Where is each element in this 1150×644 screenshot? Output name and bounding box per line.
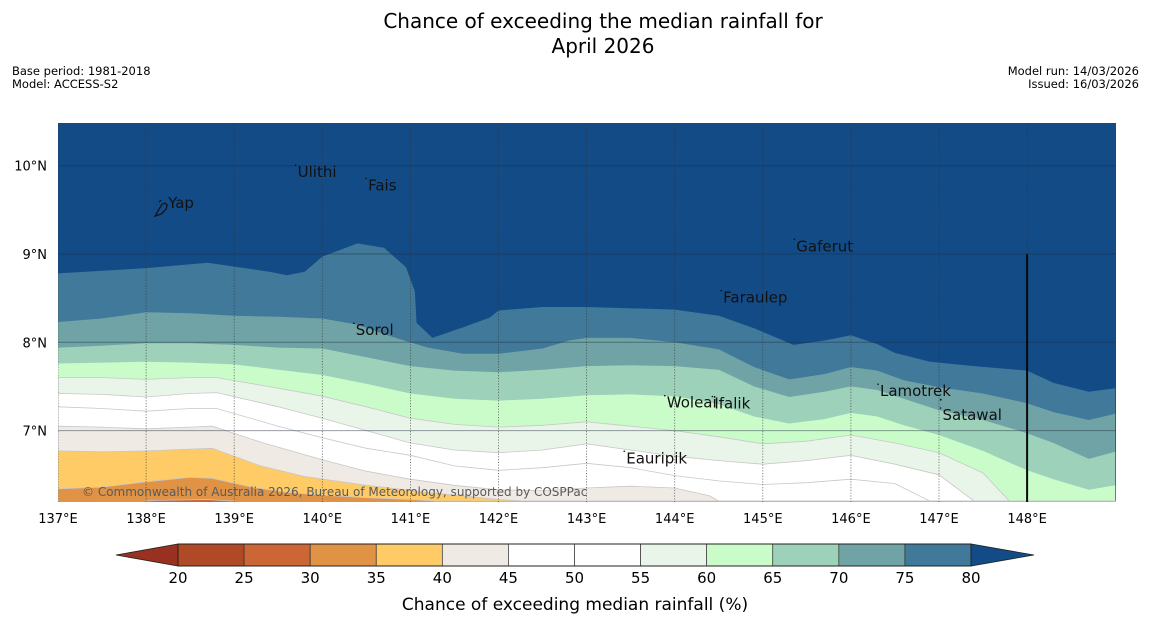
place-satawal: Satawal: [939, 406, 1002, 424]
island-marker: [365, 177, 367, 180]
island-marker: [711, 395, 714, 398]
colorbar-tick-label: 65: [763, 569, 782, 587]
place-ifalik: Ifalik: [711, 395, 751, 413]
island-marker: [352, 322, 355, 325]
place-eauripik: Eauripik: [623, 449, 687, 467]
place-sorol: Sorol: [352, 321, 394, 339]
contour-band-25-30: [145, 499, 235, 502]
lon-tick-label: 144°E: [655, 512, 695, 527]
lon-tick-label: 139°E: [214, 512, 254, 527]
place-label: Yap: [167, 194, 194, 212]
lon-tick-label: 143°E: [567, 512, 607, 527]
lon-tick-label: 138°E: [126, 512, 166, 527]
lon-tick-label: 137°E: [38, 512, 78, 527]
place-label: Faraulep: [723, 289, 787, 307]
lon-tick-label: 142°E: [479, 512, 519, 527]
lon-tick-label: 146°E: [831, 512, 871, 527]
colorbar-segment-50-55: [574, 543, 641, 567]
colorbar-tick-label: 30: [301, 569, 320, 587]
longitude-axis: 137°E 138°E 139°E 140°E 141°E 142°E 143°E 144°E…: [38, 512, 1047, 527]
island-marker: [939, 398, 942, 401]
metadata-right: Model run: 14/03/2026 Issued: 16/03/2026: [1008, 65, 1139, 90]
island-marker: [623, 450, 626, 453]
colorbar-segment-20-25: [177, 543, 245, 567]
place-label: Eauripik: [626, 449, 687, 467]
place-fais: Fais: [365, 176, 397, 194]
colorbar: 20 25 30 35 40 45 50 55 60 65 70 75 80: [115, 543, 1035, 587]
colorbar-segment-35-40: [375, 543, 443, 567]
model-name: Model: ACCESS-S2: [12, 76, 119, 91]
island-marker: [939, 407, 942, 409]
colorbar-tick-label: 35: [367, 569, 386, 587]
colorbar-extend-high: [970, 543, 1035, 567]
colorbar-segment-40-45: [441, 543, 509, 567]
lat-tick-label: 9°N: [23, 248, 48, 263]
lat-tick-label: 10°N: [14, 160, 47, 175]
place-yap: Yap: [153, 194, 194, 218]
place-ulithi: Ulithi: [294, 163, 337, 181]
place-gaferut: Gaferut: [793, 237, 853, 255]
latitude-axis: 10°N 9°N 8°N 7°N: [14, 160, 47, 440]
colorbar-tick-label: 40: [433, 569, 452, 587]
colorbar-tick-label: 70: [829, 569, 848, 587]
title-line-1: Chance of exceeding the median rainfall …: [383, 9, 823, 33]
island-marker: [720, 289, 722, 292]
place-label: Lamotrek: [880, 382, 951, 400]
colorbar-segment-30-35: [309, 543, 377, 567]
island-marker: [793, 238, 796, 241]
place-label: Sorol: [356, 321, 394, 339]
colorbar-tick-label: 75: [895, 569, 914, 587]
place-label: Ifalik: [714, 395, 750, 413]
lon-tick-label: 145°E: [743, 512, 783, 527]
contour-band-35-40: [58, 447, 1116, 502]
map-frame: Yap Ulithi Fais Sorol Gaferut Faraulep WoleaiI…: [58, 123, 1116, 502]
place-labels: Yap Ulithi Fais Sorol Gaferut Faraulep WoleaiI…: [153, 163, 1002, 467]
place-label: Fais: [368, 176, 397, 194]
colorbar-segment-75-80: [904, 543, 972, 567]
map-title: Chance of exceeding the median rainfall …: [0, 9, 1150, 59]
model-run-date: Model run: 14/03/2026: [1007, 64, 1139, 78]
colorbar-segment-70-75: [838, 543, 906, 567]
colorbar-tick-label: 45: [499, 569, 518, 587]
place-label: Woleai: [667, 394, 717, 412]
colorbar-title: Chance of exceeding median rainfall (%): [402, 595, 748, 615]
colorbar-tick-label: 55: [631, 569, 650, 587]
place-woleai: Woleai: [663, 394, 717, 412]
colorbar-segment-65-70: [772, 543, 840, 567]
colorbar-segment-60-65: [706, 543, 774, 567]
lon-tick-label: 140°E: [303, 512, 343, 527]
place-lamotrek: Lamotrek: [877, 382, 951, 400]
graticule: [58, 123, 1116, 502]
lon-tick-label: 141°E: [391, 512, 431, 527]
colorbar-segment-55-60: [640, 543, 708, 567]
issued-date: Issued: 16/03/2026: [1028, 76, 1139, 91]
place-label: Satawal: [943, 406, 1002, 424]
place-faraulep: Faraulep: [720, 289, 787, 307]
colorbar-segment-25-30: [243, 543, 311, 567]
lon-tick-label: 147°E: [919, 512, 959, 527]
colorbar-tick-label: 80: [961, 569, 980, 587]
lat-tick-label: 7°N: [23, 425, 48, 440]
colorbar-outline: [177, 543, 972, 567]
island-marker: [663, 394, 666, 397]
colorbar-extend-low: [115, 543, 179, 567]
colorbar-tick-label: 25: [235, 569, 254, 587]
place-label: Gaferut: [796, 237, 853, 255]
place-label: Ulithi: [298, 163, 337, 181]
colorbar-tick-label: 50: [565, 569, 584, 587]
metadata-left: Base period: 1981-2018 Model: ACCESS-S2: [12, 65, 151, 90]
colorbar-tick-label: 60: [697, 569, 716, 587]
island-marker: [294, 164, 297, 166]
lat-tick-label: 8°N: [23, 336, 48, 351]
colorbar-tick-label: 20: [168, 569, 187, 587]
title-line-2: April 2026: [551, 34, 655, 58]
island-marker: [877, 383, 879, 385]
colorbar-segment-45-50: [508, 543, 575, 567]
base-period: Base period: 1981-2018: [12, 64, 151, 78]
yap-island-outline: [153, 199, 168, 218]
copyright-notice: © Commonwealth of Australia 2026, Bureau…: [82, 485, 587, 499]
lon-tick-label: 148°E: [1007, 512, 1047, 527]
